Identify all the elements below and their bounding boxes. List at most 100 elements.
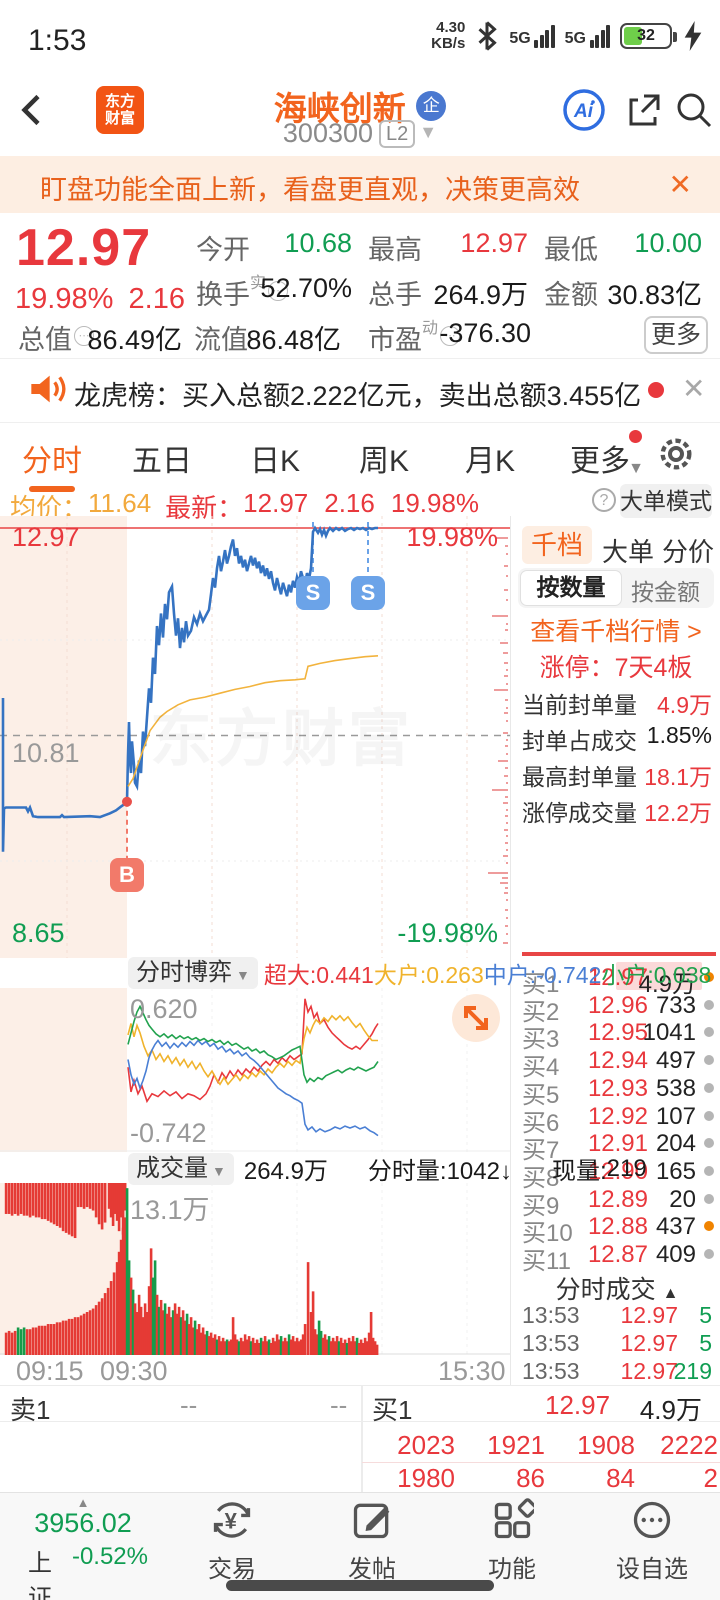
buy-level-row[interactable]: 买3 12.95 1041 bbox=[520, 1019, 718, 1053]
charging-icon bbox=[684, 21, 702, 51]
info-icon[interactable]: ⋯ bbox=[74, 326, 94, 346]
buy1-vol: 4.9万 bbox=[639, 1395, 702, 1425]
banner-close-icon[interactable]: ✕ bbox=[668, 169, 692, 200]
last-price-label: 最新： bbox=[165, 493, 244, 523]
deal-row: 13:53 12.97 5 bbox=[522, 1302, 712, 1328]
info-icon[interactable]: ⋯ bbox=[440, 326, 461, 346]
notification-dot bbox=[629, 430, 642, 443]
game-legend-item: 超大:0.441 bbox=[263, 962, 374, 988]
tab-fenjia[interactable]: 分价 bbox=[662, 537, 715, 567]
game-chart[interactable] bbox=[0, 988, 510, 1152]
stat-value-换手: 52.70% bbox=[260, 273, 352, 303]
queue-dot bbox=[704, 1165, 714, 1176]
more-stats-button[interactable]: 更多 bbox=[644, 316, 708, 354]
last-price-value: 12.97 bbox=[243, 488, 309, 518]
caret-up-icon: ▲ bbox=[76, 1495, 90, 1510]
game-selector-row: 分时博弈 ▼ 超大:0.441大户:0.263中户:-0.742小户:0.038 bbox=[128, 956, 711, 990]
search-icon[interactable] bbox=[672, 88, 716, 132]
tab-dadan[interactable]: 大单 bbox=[602, 537, 655, 567]
gear-icon[interactable] bbox=[656, 434, 696, 474]
last-pct-value: 19.98% bbox=[390, 488, 480, 518]
buy-level-row[interactable]: 买8 12.90 165 bbox=[520, 1158, 718, 1192]
nav-add-watchlist[interactable]: 设自选 bbox=[602, 1498, 702, 1584]
sell1-vol: -- bbox=[330, 1390, 348, 1420]
buy-level-row[interactable]: 买9 12.89 20 bbox=[520, 1186, 718, 1220]
queue-dot bbox=[704, 1055, 714, 1066]
info-icon[interactable]: ⋯ bbox=[268, 281, 289, 301]
svg-text:¥: ¥ bbox=[225, 1508, 238, 1533]
tab-月K[interactable]: 月K bbox=[464, 445, 516, 478]
promo-banner[interactable]: 盯盘功能全面上新，看盘更直观，决策更高效 ✕ bbox=[0, 156, 720, 213]
stat-最低: 最低 bbox=[544, 235, 598, 265]
buy-level-row[interactable]: 买7 12.91 204 bbox=[520, 1130, 718, 1164]
current-price: 12.97 bbox=[16, 219, 152, 277]
tab-qiandang[interactable]: 千档 bbox=[522, 526, 592, 564]
game-ymax-label: 0.620 bbox=[130, 994, 198, 1024]
stock-code-row[interactable]: 300300 L2 ▼ bbox=[0, 118, 720, 149]
game-legend: 超大:0.441大户:0.263中户:-0.742小户:0.038 bbox=[264, 956, 711, 990]
stat-value-最高: 12.97 bbox=[460, 228, 528, 258]
game-ymin-label: -0.742 bbox=[130, 1118, 207, 1148]
l2-badge: L2 bbox=[379, 120, 416, 148]
divider bbox=[0, 422, 720, 423]
help-icon[interactable]: ? bbox=[592, 488, 616, 512]
avg-price-value: 11.64 bbox=[88, 488, 152, 518]
big-order-mode-button[interactable]: 大单模式 bbox=[620, 484, 712, 518]
volume-selector[interactable]: 成交量 ▼ bbox=[128, 1152, 234, 1185]
volume-current-label: 现量: bbox=[551, 1158, 607, 1185]
notification-dot bbox=[648, 382, 664, 398]
share-icon[interactable] bbox=[622, 88, 666, 132]
nav-functions[interactable]: 功能 bbox=[462, 1498, 562, 1584]
buy-level-row[interactable]: 买11 12.87 409 bbox=[520, 1241, 718, 1275]
tab-日K[interactable]: 日K bbox=[249, 445, 301, 478]
level1-quote-row[interactable]: 卖1 -- -- 买1 12.97 4.9万 bbox=[0, 1385, 720, 1425]
tab-更多[interactable]: 更多 ▼ bbox=[570, 430, 644, 480]
index-quote-shortcut[interactable]: ▲ 3956.02 上证 -0.52% bbox=[18, 1495, 148, 1600]
sell-marker-badge: S bbox=[351, 576, 385, 610]
nav-post[interactable]: 发帖 bbox=[322, 1498, 422, 1584]
expand-icon[interactable] bbox=[452, 994, 500, 1042]
enterprise-badge[interactable]: 企 bbox=[416, 91, 447, 121]
intraday-chart[interactable] bbox=[0, 516, 510, 958]
deals-header[interactable]: 分时成交 ▲ bbox=[555, 1276, 679, 1304]
bluetooth-icon bbox=[478, 21, 498, 51]
home-indicator[interactable] bbox=[226, 1580, 494, 1591]
queue-dot bbox=[704, 999, 714, 1010]
buy-level-row[interactable]: 买2 12.96 733 bbox=[520, 992, 718, 1026]
stat-value-流值: 86.48亿 bbox=[246, 325, 341, 355]
stock-code: 300300 bbox=[282, 118, 374, 148]
subtab-by-amount[interactable]: 按金额 bbox=[631, 579, 700, 605]
qiandang-link[interactable]: 查看千档行情 > bbox=[530, 618, 702, 646]
buy-level-row[interactable]: 买10 12.88 437 bbox=[520, 1213, 718, 1247]
buy-level-row[interactable]: 买4 12.94 497 bbox=[520, 1047, 718, 1081]
buy-marker-badge: B bbox=[110, 858, 144, 892]
game-selector[interactable]: 分时博弈 ▼ bbox=[128, 957, 258, 989]
queue-dot bbox=[704, 1110, 714, 1121]
post-pencil-icon bbox=[353, 1503, 390, 1539]
svg-text:Ai: Ai bbox=[573, 101, 594, 122]
queue-dot bbox=[704, 1249, 714, 1259]
tab-分时[interactable]: 分时 bbox=[22, 436, 82, 492]
back-button[interactable] bbox=[14, 92, 50, 128]
limit-stat-row: 封单占成交 1.85% bbox=[522, 722, 712, 754]
ai-assistant-button[interactable]: Ai bbox=[562, 88, 606, 132]
subtab-by-quantity[interactable]: 按数量 bbox=[520, 570, 622, 606]
buy-level-row[interactable]: 买1 12.97 4.9万 bbox=[520, 962, 718, 998]
news-ticker[interactable]: 龙虎榜：买入总额2.222亿元，卖出总额3.455亿元，上... bbox=[74, 381, 640, 411]
nav-trade[interactable]: ¥ 交易 bbox=[182, 1498, 282, 1584]
queue-dot bbox=[704, 1027, 714, 1038]
trade-yuan-icon: ¥ bbox=[213, 1502, 251, 1538]
buy-level-row[interactable]: 买6 12.92 107 bbox=[520, 1103, 718, 1137]
status-icons: 4.30 KB/s 5G 5G 32 bbox=[431, 20, 704, 52]
limit-stat-row: 当前封单量 4.9万 bbox=[522, 692, 712, 718]
tab-周K[interactable]: 周K bbox=[358, 445, 410, 478]
time-axis-1530: 15:30 bbox=[438, 1356, 506, 1386]
ticker-close-icon[interactable]: ✕ bbox=[682, 373, 706, 404]
stat-value-总值: 86.49亿 bbox=[87, 325, 182, 355]
stat-value-金额: 30.83亿 bbox=[607, 280, 702, 310]
buy-level-row[interactable]: 买5 12.93 538 bbox=[520, 1075, 718, 1109]
volume-selector-row: 成交量 ▼ 264.9万 分时量:1042↓ 现量: 219 bbox=[128, 1151, 647, 1186]
sell1-price: -- bbox=[180, 1390, 198, 1420]
volume-chart[interactable] bbox=[0, 1183, 510, 1355]
tab-五日[interactable]: 五日 bbox=[132, 445, 192, 478]
